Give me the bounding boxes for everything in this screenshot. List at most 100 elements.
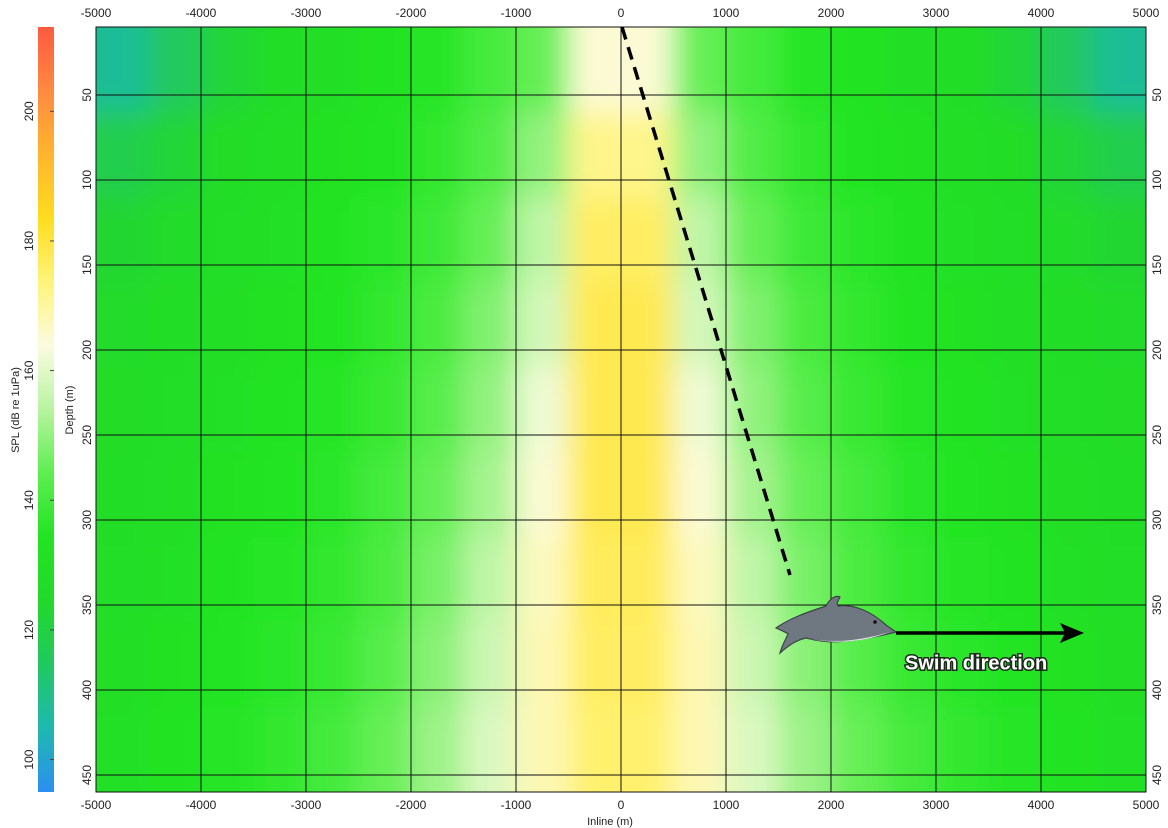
- heatmap-cell: [621, 27, 674, 113]
- heatmap-cell: [411, 197, 464, 283]
- colorbar-tick-label: 160: [22, 360, 36, 380]
- heatmap-cell: [1041, 537, 1094, 623]
- heatmap-cell: [988, 452, 1042, 538]
- colorbar-tick-label: 180: [22, 231, 36, 251]
- heatmap-cell: [883, 707, 937, 792]
- heatmap-cell: [883, 452, 937, 538]
- heatmap-cell: [516, 282, 569, 368]
- heatmap-cell: [516, 537, 569, 623]
- heatmap-cell: [96, 27, 149, 113]
- y-tick-label: 350: [1150, 595, 1164, 615]
- heatmap-cell: [831, 197, 884, 283]
- x-tick-label: -1000: [501, 798, 532, 812]
- y-tick-label: 200: [1150, 340, 1164, 360]
- heatmap-cell: [778, 707, 832, 792]
- heatmap-cell: [411, 707, 464, 792]
- heatmap-cell: [201, 622, 254, 708]
- heatmap-cell: [358, 112, 412, 198]
- heatmap-cell: [201, 707, 254, 792]
- heatmap-cell: [726, 367, 779, 453]
- heatmap-cell: [306, 707, 359, 792]
- heatmap-cell: [883, 27, 937, 113]
- heatmap-cell: [831, 27, 884, 113]
- heatmap-cell: [621, 112, 674, 198]
- y-tick-label: 400: [80, 680, 94, 700]
- heatmap-cell: [253, 197, 307, 283]
- heatmap-cell: [673, 197, 727, 283]
- heatmap-cell: [883, 112, 937, 198]
- annotation: Swim direction: [905, 652, 1047, 674]
- heatmap-cell: [463, 537, 517, 623]
- heatmap-cell: [568, 197, 622, 283]
- heatmap-cell: [568, 27, 622, 113]
- heatmap-cell: [516, 622, 569, 708]
- y-tick-label: 250: [80, 425, 94, 445]
- y-tick-label: 150: [1150, 255, 1164, 275]
- x-tick-label: -4000: [186, 798, 217, 812]
- heatmap-cell: [778, 197, 832, 283]
- heatmap-cell: [96, 367, 149, 453]
- heatmap-cell: [883, 282, 937, 368]
- x-tick-label: -5000: [81, 798, 112, 812]
- y-axis-label: Depth (m): [64, 386, 76, 435]
- heatmap-cell: [96, 282, 149, 368]
- heatmap-cell: [148, 282, 202, 368]
- heatmap-cell: [1093, 197, 1146, 283]
- heatmap-cell: [1093, 112, 1146, 198]
- x-tick-label: -3000: [291, 798, 322, 812]
- heatmap-cell: [568, 707, 622, 792]
- heatmap-cell: [936, 537, 989, 623]
- heatmap-cell: [673, 537, 727, 623]
- heatmap-cell: [726, 707, 779, 792]
- heatmap-cell: [516, 197, 569, 283]
- heatmap-cell: [1093, 367, 1146, 453]
- heatmap-cell: [883, 367, 937, 453]
- heatmap-cell: [148, 27, 202, 113]
- colorbar: [38, 27, 54, 792]
- heatmap-cell: [621, 367, 674, 453]
- heatmap-cell: [726, 537, 779, 623]
- heatmap-cell: [568, 367, 622, 453]
- heatmap-cell: [148, 537, 202, 623]
- heatmap-cell: [411, 27, 464, 113]
- heatmap-cell: [831, 367, 884, 453]
- heatmap-cell: [201, 367, 254, 453]
- x-tick-label: 2000: [818, 6, 845, 20]
- heatmap: [96, 27, 1146, 792]
- heatmap-cell: [988, 537, 1042, 623]
- sound-path: [620, 26, 792, 576]
- heatmap-cell: [726, 622, 779, 708]
- colorbar-tick-label: 200: [22, 101, 36, 121]
- heatmap-cell: [253, 27, 307, 113]
- x-tick-label: 5000: [1133, 6, 1160, 20]
- axes: -5000 -5000 -4000 -4000 -3000 -3000 -2000 -2000…: [22, 6, 1164, 812]
- x-tick-label: 4000: [1028, 6, 1055, 20]
- heatmap-cell: [148, 622, 202, 708]
- heatmap-cell: [253, 537, 307, 623]
- x-tick-label: 3000: [923, 6, 950, 20]
- heatmap-cell: [988, 27, 1042, 113]
- heatmap-cell: [201, 197, 254, 283]
- heatmap-cell: [358, 622, 412, 708]
- heatmap-cell: [883, 622, 937, 708]
- heatmap-cell: [726, 197, 779, 283]
- heatmap-cell: [463, 367, 517, 453]
- heatmap-cell: [96, 452, 149, 538]
- y-tick-label: 250: [1150, 425, 1164, 445]
- heatmap-cell: [96, 537, 149, 623]
- heatmap-cell: [936, 452, 989, 538]
- heatmap-cell: [1041, 707, 1094, 792]
- heatmap-cell: [358, 197, 412, 283]
- colorbar-label: SPL (dB re 1uPa): [10, 367, 22, 453]
- heatmap-cell: [411, 452, 464, 538]
- plot-border: [95, 26, 1147, 793]
- heatmap-cell: [463, 707, 517, 792]
- y-tick-label: 300: [1150, 510, 1164, 530]
- heatmap-cell: [726, 452, 779, 538]
- heatmap-cell: [411, 622, 464, 708]
- heatmap-cell: [1093, 707, 1146, 792]
- heatmap-cell: [936, 707, 989, 792]
- heatmap-cell: [936, 27, 989, 113]
- heatmap-cell: [988, 707, 1042, 792]
- heatmap-cell: [831, 112, 884, 198]
